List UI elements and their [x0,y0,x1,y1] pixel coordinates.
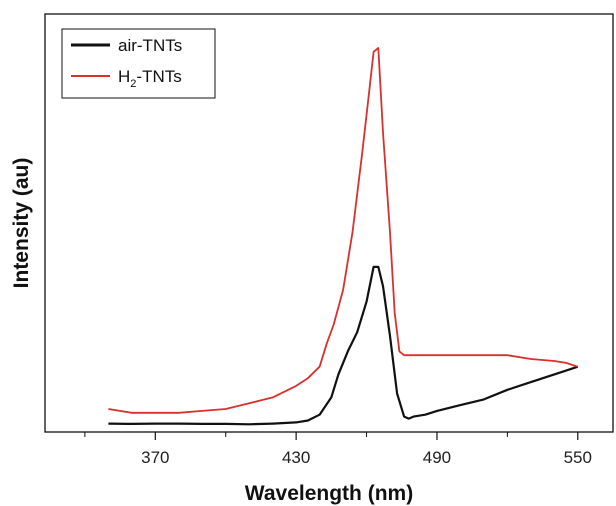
x-axis-title: Wavelength (nm) [245,482,413,505]
legend: air-TNTs H2-TNTs [61,28,216,99]
legend-label-h2-tnts-subscript: 2 [130,78,136,90]
x-ticks: 370 430 490 550 [84,432,592,467]
legend-label-h2-tnts-suffix: -TNTs [136,67,181,86]
x-tick-label: 550 [564,448,592,467]
legend-box [61,28,216,99]
series-line-h2-tnts [108,47,579,414]
x-tick-label: 490 [423,448,451,467]
legend-label-h2-tnts: H2-TNTs [118,67,182,90]
series-line-air-tnts [108,265,579,426]
series-lines [108,47,579,426]
plot-frame [44,13,614,433]
legend-label-h2-tnts-main: H [118,67,130,86]
legend-label-air-tnts: air-TNTs [118,36,182,55]
x-tick-label: 430 [282,448,310,467]
x-tick-label: 370 [141,448,169,467]
y-axis-title: Intensity (au) [10,158,33,289]
